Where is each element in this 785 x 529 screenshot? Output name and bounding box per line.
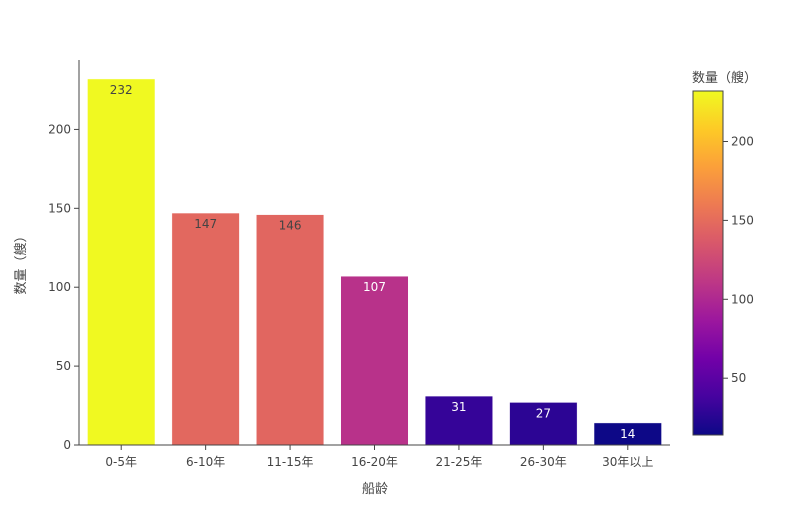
bar bbox=[340, 275, 409, 446]
x-tick-label: 0-5年 bbox=[105, 455, 137, 469]
colorbar-tick-label: 150 bbox=[731, 213, 754, 227]
bar bbox=[171, 212, 240, 446]
x-axis-title: 船龄 bbox=[362, 482, 388, 497]
bar bbox=[256, 214, 325, 446]
y-axis-title: 数量（艘） bbox=[13, 229, 29, 294]
x-tick-label: 16-20年 bbox=[351, 455, 398, 469]
bar-value-label: 232 bbox=[110, 83, 133, 97]
bar-value-label: 27 bbox=[536, 406, 551, 420]
x-ticks-group: 0-5年 6-10年 11-15年 16-20年 21-25年 26-30年 30年以上 bbox=[105, 445, 653, 469]
y-tick-label: 100 bbox=[48, 280, 71, 294]
bars-group bbox=[87, 78, 662, 446]
bar bbox=[87, 78, 156, 446]
colorbar-tick-label: 50 bbox=[731, 371, 746, 385]
y-ticks-group: 0 50 100 150 200 bbox=[48, 122, 79, 452]
x-tick-label: 11-15年 bbox=[267, 455, 314, 469]
bar-value-label: 146 bbox=[279, 219, 302, 233]
y-tick-label: 200 bbox=[48, 122, 71, 136]
colorbar-title: 数量（艘） bbox=[692, 70, 757, 86]
x-tick-label: 30年以上 bbox=[602, 455, 653, 469]
colorbar-tick-label: 100 bbox=[731, 292, 754, 306]
x-tick-label: 6-10年 bbox=[186, 455, 225, 469]
bar-value-label: 107 bbox=[363, 280, 386, 294]
colorbar bbox=[692, 90, 724, 436]
bar-value-label: 14 bbox=[620, 427, 635, 441]
colorbar-ticks-group: 50 100 150 200 bbox=[723, 134, 754, 385]
y-tick-label: 150 bbox=[48, 201, 71, 215]
colorbar-tick-label: 200 bbox=[731, 134, 754, 148]
x-tick-label: 21-25年 bbox=[435, 455, 482, 469]
x-tick-label: 26-30年 bbox=[520, 455, 567, 469]
bar bbox=[509, 402, 578, 446]
bar bbox=[424, 395, 493, 446]
bar-value-label: 147 bbox=[194, 217, 217, 231]
y-tick-label: 50 bbox=[56, 359, 71, 373]
y-tick-label: 0 bbox=[63, 438, 71, 452]
bar-labels-group: 232 147 146 107 31 27 14 bbox=[110, 83, 636, 441]
bar-value-label: 31 bbox=[451, 400, 466, 414]
